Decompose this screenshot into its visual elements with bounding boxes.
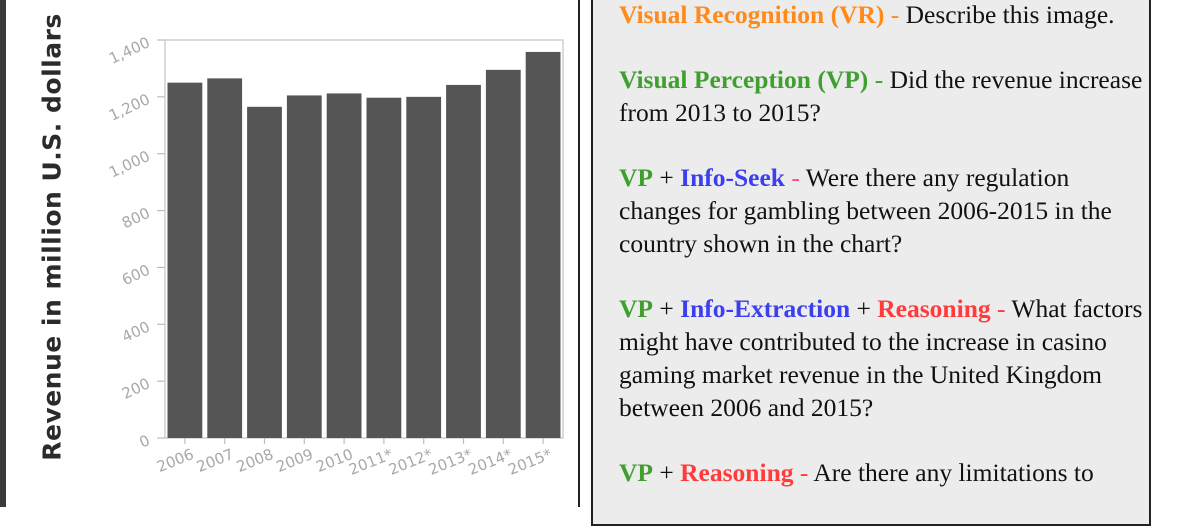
y-tick-label: 400: [119, 318, 153, 346]
y-tick-label: 1,000: [106, 147, 153, 181]
question-item: Visual Perception (VP) - Did the revenue…: [619, 63, 1147, 129]
question-category-tag: Reasoning: [680, 458, 794, 487]
question-item: VP + Reasoning - Are there any limitatio…: [619, 456, 1147, 489]
question-text: -: [990, 294, 1012, 323]
bar: [525, 51, 561, 438]
question-item: VP + Info-Extraction + Reasoning - What …: [619, 292, 1147, 424]
y-tick-label: 600: [119, 261, 153, 289]
question-category-tag: Info-Extraction: [680, 294, 851, 323]
question-text: -: [884, 0, 906, 29]
question-text: Are there any limitations to: [813, 458, 1094, 487]
bar: [446, 84, 481, 438]
y-tick-label: 200: [119, 374, 153, 402]
question-item: VP + Info-Seek - Were there any regulati…: [619, 161, 1147, 260]
bar: [485, 69, 521, 438]
x-tick-label: 2009: [274, 445, 316, 476]
left-border: [0, 0, 6, 507]
bar: [247, 106, 282, 439]
question-text: -: [784, 163, 806, 192]
question-category-tag: VP: [619, 458, 653, 487]
y-tick-label: 0: [136, 431, 152, 451]
question-text: -: [868, 65, 890, 94]
x-tick-label: 2008: [234, 445, 276, 476]
question-item: Visual Recognition (VR) - Describe this …: [619, 0, 1147, 31]
bar: [286, 95, 322, 438]
question-category-tag: Reasoning: [877, 294, 991, 323]
y-tick-label: 800: [119, 204, 153, 232]
question-text: +: [850, 294, 878, 323]
question-text: Were there any regulation changes for ga…: [619, 163, 1112, 258]
question-category-tag: VP: [619, 294, 653, 323]
bar: [167, 82, 203, 439]
question-text: +: [653, 458, 681, 487]
question-text: +: [653, 163, 681, 192]
question-category-tag: Info-Seek: [680, 163, 785, 192]
bar: [207, 78, 243, 438]
bar: [366, 97, 402, 439]
question-text: What factors might have contributed to t…: [619, 294, 1143, 422]
question-category-tag: Visual Perception (VP): [619, 65, 869, 94]
y-tick-label: 1,400: [106, 33, 153, 67]
question-panel: Visual Recognition (VR) - Describe this …: [591, 0, 1151, 526]
question-text: Describe this image.: [905, 0, 1115, 29]
question-category-tag: VP: [619, 163, 653, 192]
question-text: Did the revenue increase from 2013 to 20…: [619, 65, 1143, 127]
y-tick-label: 1,200: [106, 90, 153, 124]
question-text: -: [793, 458, 814, 487]
x-tick-label: 2007: [194, 445, 236, 476]
chart-panel: Revenue in million U.S. dollars 0 200 400 6…: [0, 0, 580, 507]
question-category-tag: Visual Recognition (VR): [619, 0, 885, 29]
x-tick-label: 2006: [154, 445, 196, 476]
plot-frame: [164, 39, 564, 439]
question-text: +: [653, 294, 681, 323]
x-tick-label: 2015*: [505, 445, 555, 479]
bar: [326, 93, 362, 439]
bar: [406, 96, 442, 438]
